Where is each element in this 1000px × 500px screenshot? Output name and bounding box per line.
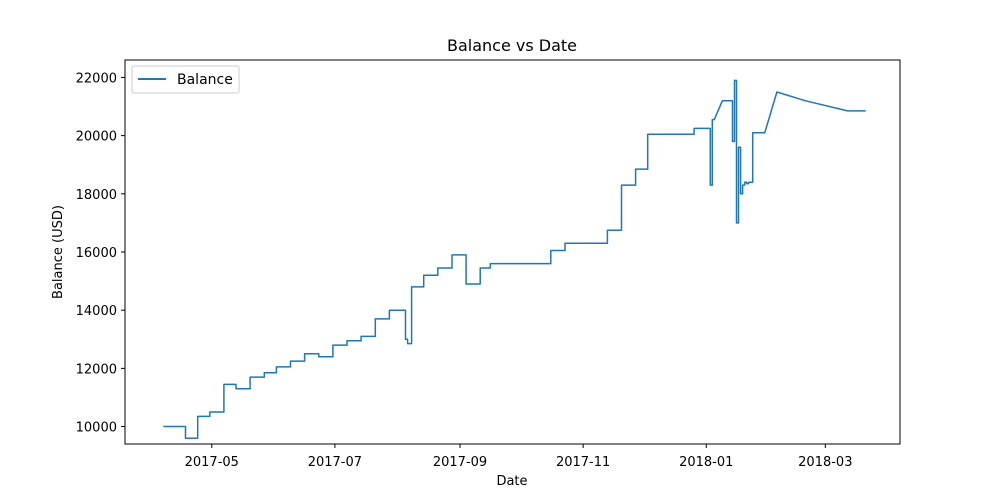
y-tick-label-0: 10000 [76, 421, 117, 436]
legend: Balance [131, 65, 240, 94]
series-line-0 [163, 79, 866, 439]
plot-area [163, 79, 866, 439]
plot-frame [124, 59, 901, 445]
y-axis-label: Balance (USD) [51, 205, 66, 299]
y-tick-label-4: 18000 [76, 188, 117, 203]
y-tick-label-3: 16000 [76, 246, 117, 261]
x-axis-label: Date [496, 474, 527, 489]
legend-series-label: Balance [177, 72, 233, 88]
x-tick-label-4: 2018-01 [679, 455, 733, 470]
x-tick-label-3: 2017-11 [556, 455, 610, 470]
x-tick-label-5: 2018-03 [798, 455, 852, 470]
y-tick-label-1: 12000 [76, 362, 117, 377]
y-tick-label-5: 20000 [76, 130, 117, 145]
legend-box [131, 65, 240, 94]
x-tick-label-1: 2017-07 [308, 455, 362, 470]
axis-ticks: 2017-05 2017-07 2017-09 2017-11 2018-01 2018-… [76, 71, 853, 470]
y-tick-label-6: 22000 [76, 71, 117, 86]
y-tick-label-2: 14000 [76, 304, 117, 319]
x-tick-label-0: 2017-05 [185, 455, 239, 470]
x-tick-label-2: 2017-09 [433, 455, 487, 470]
chart-title: Balance vs Date [447, 36, 577, 55]
